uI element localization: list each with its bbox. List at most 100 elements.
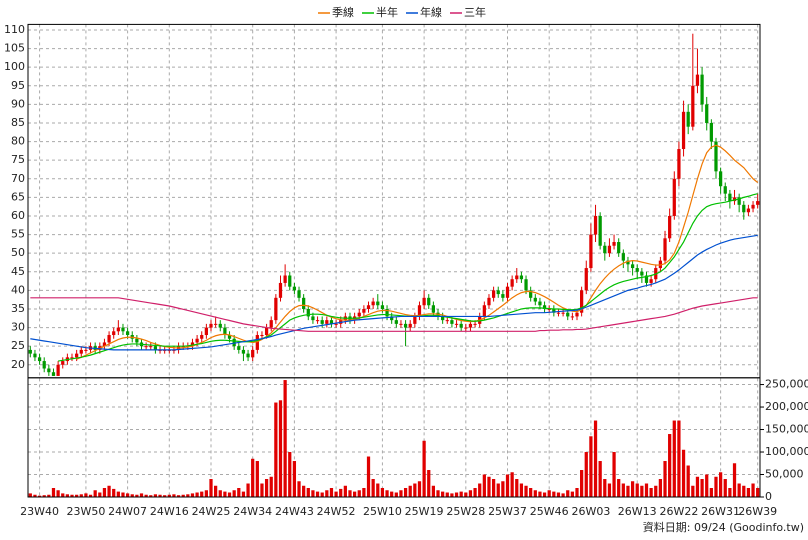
candle-body — [334, 323, 338, 325]
candle-body — [121, 327, 125, 332]
volume-frame — [27, 377, 761, 498]
volume-bar — [561, 493, 565, 497]
volume-bar — [195, 492, 199, 497]
ma-line — [30, 234, 758, 351]
volume-bar — [635, 483, 639, 497]
volume-bar — [75, 494, 79, 497]
volume-bar — [450, 493, 454, 497]
candle-body — [482, 305, 486, 317]
volume-bar — [691, 485, 695, 497]
volume-bar — [98, 492, 102, 497]
candle-body — [288, 275, 292, 287]
candle-body — [658, 260, 663, 269]
y-tick-label: 55 — [11, 228, 25, 241]
volume-bar — [436, 490, 440, 497]
volume-bar — [445, 492, 449, 497]
x-tick-label: 25W28 — [446, 505, 485, 518]
y-tick-label: 80 — [11, 135, 25, 148]
y2-tick-label: 0 — [765, 490, 772, 503]
candle-body — [542, 305, 547, 309]
candle-body — [612, 242, 616, 246]
volume-bar — [441, 491, 445, 497]
candle-body — [598, 215, 602, 246]
volume-bar — [186, 494, 190, 497]
candle-body — [663, 238, 667, 261]
legend: 季線 半年 年線 三年 — [318, 5, 486, 19]
candle-body — [441, 316, 445, 321]
candle-body — [84, 349, 88, 351]
volume-bar — [348, 490, 352, 497]
volume-bar — [84, 493, 88, 497]
volume-bar — [172, 494, 176, 497]
x-tick-label: 26W39 — [738, 505, 777, 518]
candle-body — [371, 301, 375, 306]
volume-bar — [681, 449, 686, 497]
volume-bar — [163, 495, 167, 497]
candle-body — [468, 323, 473, 328]
volume-bar — [533, 490, 537, 497]
candle-body — [241, 349, 246, 354]
candle-body — [260, 335, 264, 337]
volume-bar — [686, 465, 690, 497]
volume-bar — [144, 494, 148, 497]
volume-bar — [264, 479, 269, 497]
y-tick-label: 35 — [11, 302, 25, 315]
candle-body — [227, 335, 232, 339]
y-tick-label: 100 — [4, 60, 25, 73]
candle-body — [450, 320, 454, 324]
volume-bar — [47, 494, 51, 497]
candle-body — [274, 297, 278, 321]
candle-body — [561, 312, 565, 314]
candle-body — [278, 282, 283, 298]
candle-body — [33, 353, 37, 358]
candle-body — [617, 242, 621, 254]
candle-body — [408, 323, 412, 328]
volume-bar — [204, 490, 208, 497]
candle-body — [112, 331, 116, 336]
volume-bar — [200, 491, 204, 497]
volume-bar — [575, 488, 579, 497]
candle-body — [264, 327, 269, 336]
volume-bar — [468, 490, 473, 497]
volume-bar — [93, 490, 97, 497]
volume-bar — [454, 492, 459, 497]
candle-body — [533, 297, 537, 302]
candle-body — [255, 335, 259, 350]
candle-body — [283, 275, 287, 283]
volume-bar — [524, 485, 528, 497]
candle-body — [714, 141, 718, 172]
candle-body — [237, 346, 241, 350]
volume-bar — [352, 491, 357, 497]
candle-body — [269, 320, 273, 328]
volume-bar — [431, 485, 436, 497]
candle-body — [501, 294, 505, 298]
x-tick-label: 25W46 — [530, 505, 569, 518]
candle-body — [246, 353, 250, 358]
candle-body — [47, 368, 51, 373]
candle-body — [37, 357, 42, 362]
volume-bar — [125, 493, 130, 497]
volume-bar — [88, 494, 93, 497]
volume-bar — [65, 494, 70, 497]
volume-bar — [723, 479, 727, 497]
candle-body — [125, 331, 130, 336]
candle-body — [315, 320, 320, 322]
volume-bar — [542, 492, 547, 497]
candle-body — [320, 320, 324, 324]
candle-body — [556, 312, 561, 314]
volume-bar — [519, 483, 524, 497]
candle-body — [153, 346, 158, 350]
volume-bar — [116, 491, 120, 497]
volume-bar — [51, 488, 56, 497]
volume-bar — [297, 481, 301, 497]
volume-bar — [510, 472, 514, 497]
candle-body — [399, 323, 403, 325]
x-tick-label: 26W13 — [618, 505, 657, 518]
candle-body — [403, 323, 408, 328]
candle-body — [491, 290, 496, 298]
volume-bar — [473, 488, 477, 497]
volume-bar — [658, 479, 663, 497]
volume-bar — [315, 491, 320, 497]
candle-body — [487, 297, 491, 306]
volume-bar — [728, 488, 732, 497]
